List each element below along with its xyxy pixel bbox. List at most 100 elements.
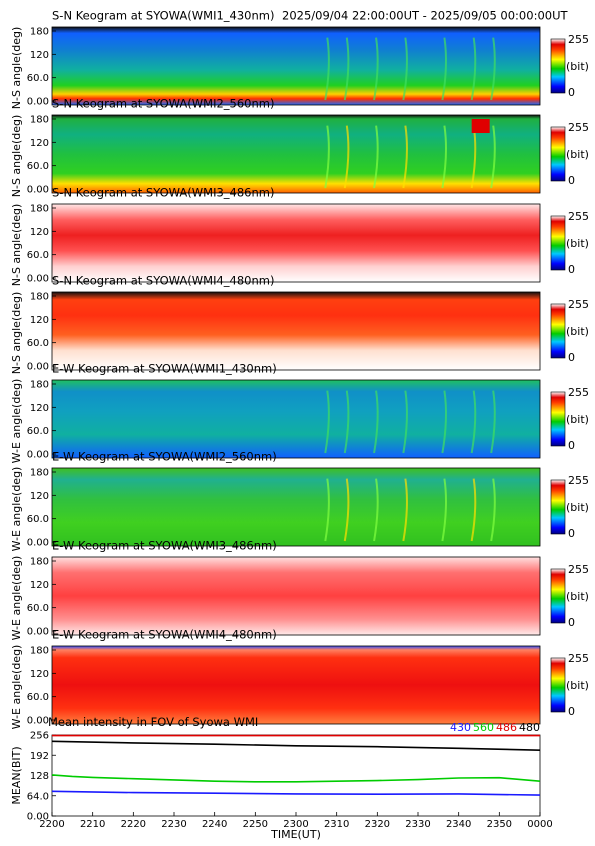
keogram-image [52, 292, 540, 370]
panel-frame [51, 645, 541, 725]
y-tick-label: 120 [30, 669, 49, 680]
aurora-arc [441, 37, 447, 101]
y-axis-label: W-E angle(deg) [10, 556, 23, 641]
panel-title: S-N Keogram at SYOWA(WMI3_486nm) [52, 186, 274, 200]
panel-frame [51, 379, 541, 459]
colorbar-min-label: 0 [568, 616, 575, 629]
line-chart-title: Mean intensity in FOV of Syowa WMI [48, 715, 258, 729]
y-tick-label: 120 [30, 315, 49, 326]
keogram-image [52, 557, 540, 635]
panel-title: S-N Keogram at SYOWA(WMI4_480nm) [52, 274, 274, 288]
colorbar-unit-label: (bit) [566, 325, 589, 338]
x-tick-label: 0000 [527, 819, 552, 830]
y-tick-label: 0.00 [27, 450, 49, 461]
panel-title: E-W Keogram at SYOWA(WMI2_560nm) [52, 450, 277, 464]
y-tick-label: 60.0 [27, 426, 49, 437]
keogram-image [52, 468, 540, 546]
y-tick-label: 60.0 [27, 514, 49, 525]
aurora-arc [490, 37, 496, 101]
keogram-panel-7: E-W Keogram at SYOWA(WMI3_486nm)180 120 60… [10, 539, 589, 641]
panel-frame [51, 556, 541, 636]
y-tick-label: 60.0 [27, 338, 49, 349]
y-tick-label: 180 [30, 468, 49, 479]
aurora-arc [343, 125, 350, 189]
x-tick-label: 2250 [243, 819, 268, 830]
y-tick-label: 120 [30, 580, 49, 591]
y-tick-label: 0.00 [27, 97, 49, 108]
aurora-arc [402, 37, 408, 101]
colorbar-max-label: 255 [568, 563, 589, 576]
keogram-image [52, 204, 540, 282]
panel-frame [51, 291, 541, 371]
y-axis-label: N-S angle(deg) [10, 115, 23, 198]
y-axis-label: N-S angle(deg) [10, 27, 23, 110]
colorbar [550, 479, 566, 535]
colorbar-unit-label: (bit) [566, 679, 589, 692]
y-tick-label: 120 [30, 491, 49, 502]
colorbar-min-label: 0 [568, 86, 575, 99]
keogram-panel-2: S-N Keogram at SYOWA(WMI2_560nm)180 120 60… [10, 97, 589, 198]
colorbar-max-label: 255 [568, 298, 589, 311]
keogram-image [52, 27, 540, 105]
keogram-panel-5: E-W Keogram at SYOWA(WMI1_430nm)180 120 60… [10, 362, 589, 464]
aurora-arc [402, 478, 408, 542]
aurora-arc [373, 478, 379, 542]
aurora-bright-patch [471, 119, 490, 133]
colorbar-min-label: 0 [568, 263, 575, 276]
colorbar-unit-label: (bit) [566, 60, 589, 73]
colorbar-max-label: 255 [568, 652, 589, 665]
aurora-arc [441, 478, 447, 542]
colorbar-unit-label: (bit) [566, 501, 589, 514]
y-tick-label: 192 [30, 751, 49, 762]
y-tick-label: 120 [30, 138, 49, 149]
y-tick-label: 180 [30, 557, 49, 568]
colorbar [550, 568, 566, 624]
y-tick-label: 0.00 [27, 362, 49, 373]
keogram-panel-8: E-W Keogram at SYOWA(WMI4_480nm)180 120 60… [10, 628, 589, 730]
colorbar [550, 215, 566, 271]
x-tick-label: 2220 [121, 819, 146, 830]
x-tick-label: 2340 [446, 819, 471, 830]
y-tick-label: 60.0 [27, 73, 49, 84]
keogram-panels: S-N Keogram at SYOWA(WMI1_430nm)18012060… [10, 9, 589, 730]
colorbar [550, 303, 566, 359]
aurora-arc [470, 390, 477, 454]
panel-title: E-W Keogram at SYOWA(WMI4_480nm) [52, 628, 277, 642]
y-axis-label: W-E angle(deg) [10, 645, 23, 730]
y-tick-label: 0.00 [27, 716, 49, 727]
aurora-arc [490, 478, 496, 542]
series-line-480 [51, 740, 541, 751]
colorbar-min-label: 0 [568, 527, 575, 540]
legend-486: 486 [496, 721, 517, 734]
x-tick-label: 2330 [405, 819, 430, 830]
y-tick-label: 180 [30, 115, 49, 126]
aurora-arc [470, 37, 477, 101]
x-tick-label: 2350 [487, 819, 512, 830]
y-axis-label: W-E angle(deg) [10, 467, 23, 552]
y-tick-label: 60.0 [27, 250, 49, 261]
y-tick-label: 120 [30, 403, 49, 414]
panel-title: S-N Keogram at SYOWA(WMI2_560nm) [52, 97, 274, 111]
legend-560: 560 [473, 721, 494, 734]
legend-480: 480 [519, 721, 540, 734]
y-tick-label: 120 [30, 50, 49, 61]
y-tick-label: 180 [30, 204, 49, 215]
keogram-image [52, 646, 540, 724]
series-line-560 [51, 774, 541, 783]
colorbar [550, 38, 566, 94]
colorbar [550, 657, 566, 713]
aurora-arc [343, 478, 350, 542]
x-tick-label: 2230 [161, 819, 186, 830]
colorbar-max-label: 255 [568, 33, 589, 46]
keogram-panel-3: S-N Keogram at SYOWA(WMI3_486nm)180 120 60… [10, 186, 589, 287]
y-tick-label: 60.0 [27, 161, 49, 172]
keogram-panel-6: E-W Keogram at SYOWA(WMI2_560nm)180 120 60… [10, 450, 589, 552]
mean-intensity-chart: Mean intensity in FOV of Syowa WMI 256 192… [10, 715, 553, 841]
y-tick-label: 180 [30, 380, 49, 391]
line-plot-frame [51, 734, 541, 817]
y-tick-label: 0.00 [27, 812, 49, 823]
keogram-panel-4: S-N Keogram at SYOWA(WMI4_480nm)180 120 60… [10, 274, 589, 375]
keogram-panel-1: S-N Keogram at SYOWA(WMI1_430nm)180 120 60… [10, 9, 589, 110]
panel-frame [51, 203, 541, 283]
